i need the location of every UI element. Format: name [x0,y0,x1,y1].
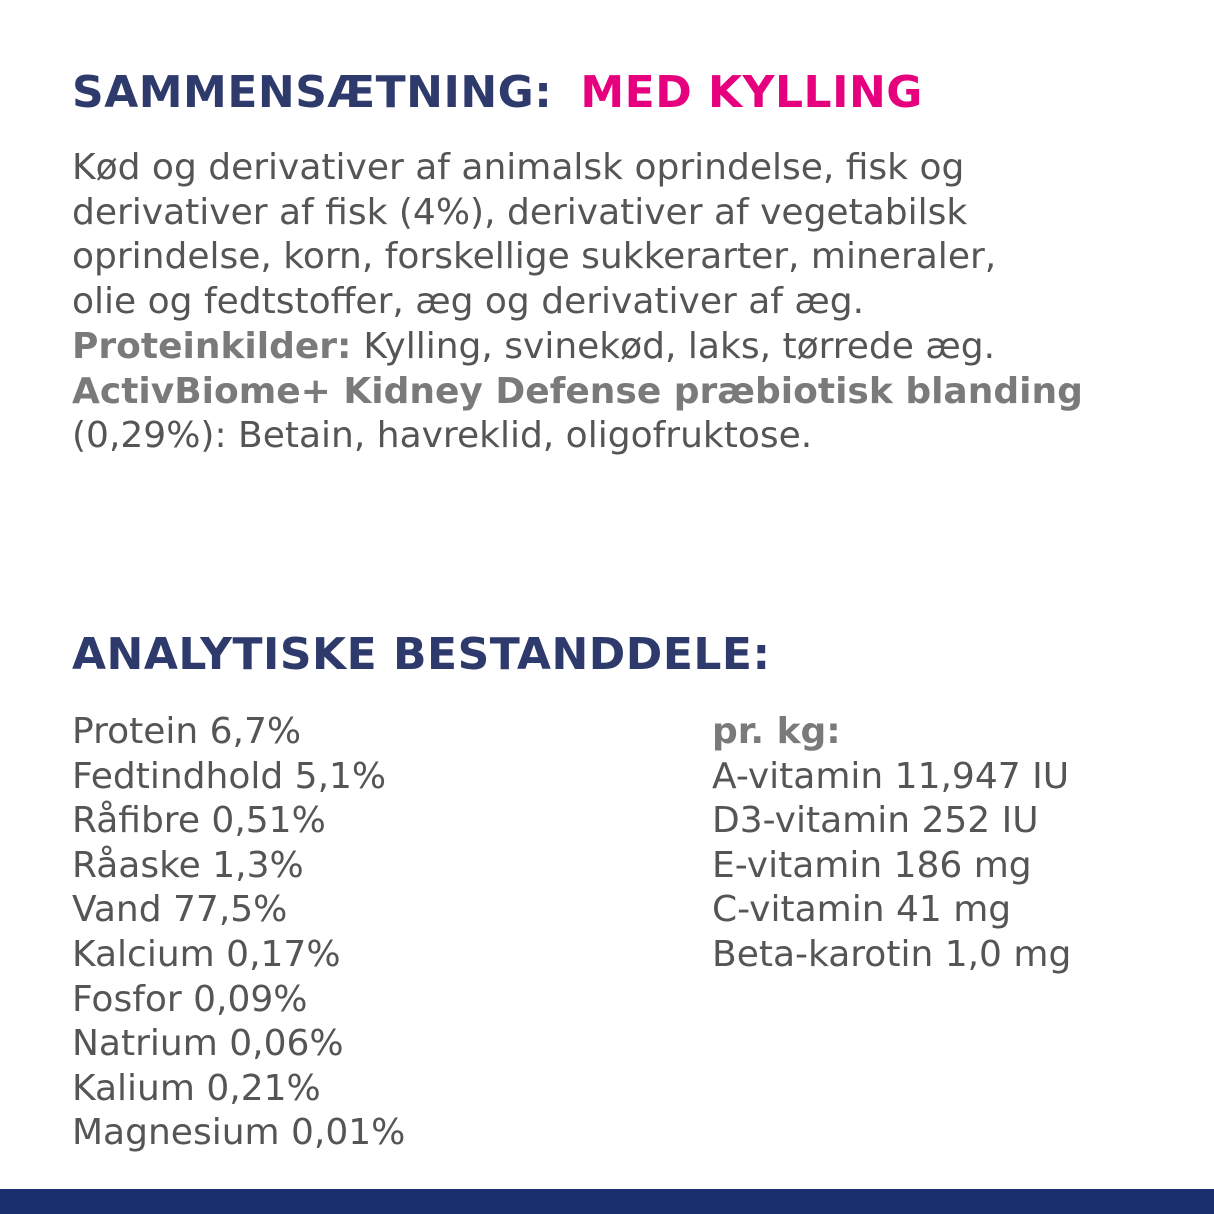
variant: MED KYLLING [580,67,923,118]
analytic-item: Protein 6,7% [72,711,302,752]
heading: SAMMENSÆTNING: MED KYLLING [72,63,923,123]
protein-line: Proteinkilder: Kylling, svinekød, laks, t… [72,325,995,369]
vitamin-item: E-vitamin 186 mg [712,844,1032,886]
analytic-item: Kalcium 0,17% [72,934,341,975]
analytic-item: Råaske 1,3% [72,844,304,886]
vitamin-item: A-vitamin 11,947 IU [712,755,1070,797]
vitamin-item: D3-vitamin 252 IU [712,800,1039,842]
composition-line: olie og fedtstoffer, æg og derivativer a… [72,281,865,323]
biome-text: (0,29%): Betain, havreklid, oligofruktos… [72,415,813,457]
text: Kylling, svinekød, laks, tørrede æg. [363,325,996,367]
analytic-item: Magnesium 0,01% [72,1112,406,1154]
composition-line: derivativer af fisk (4%), derivativer af… [72,191,968,233]
analytic-item: Vand 77,5% [72,889,288,931]
analytic-item: Kalium 0,21% [72,1067,321,1109]
composition-line: Kød og derivativer af animalsk oprindels… [72,147,965,188]
analytic-item: Råfibre 0,51% [72,800,326,842]
vitamin-item: Beta-karotin 1,0 mg [712,934,1072,975]
per-kg-label: pr. kg: [712,711,841,752]
analytic-item: Fedtindhold 5,1% [72,755,387,797]
label: Proteinkilder: [72,325,352,367]
composition-line: oprindelse, korn, forskellige sukkerarte… [72,236,997,278]
heading: ANALYTISKE BESTANDDELE: [72,629,771,680]
vitamin-item: C-vitamin 41 mg [712,889,1012,931]
biome-label: ActivBiome+ Kidney Defense præbiotisk bl… [72,370,1083,412]
analytic-item: Natrium 0,06% [72,1023,344,1065]
heading-text: SAMMENSÆTNING: [72,67,553,118]
footer-bar [0,1189,1214,1214]
analytic-item: Fosfor 0,09% [72,978,308,1020]
